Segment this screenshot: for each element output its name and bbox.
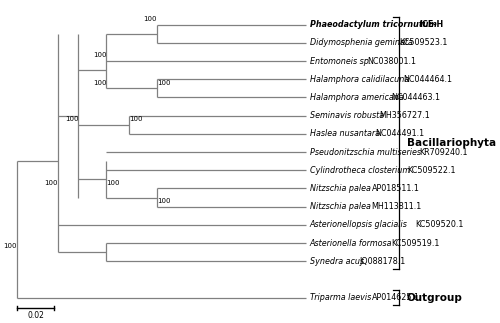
Text: Seminavis robusta: Seminavis robusta (310, 111, 384, 120)
Text: Bacillariophyta: Bacillariophyta (406, 138, 496, 148)
Text: 100: 100 (144, 16, 157, 22)
Text: Asterionellopsis glacialis: Asterionellopsis glacialis (310, 220, 408, 229)
Text: 100: 100 (93, 52, 106, 58)
Text: Triparma laevis: Triparma laevis (310, 293, 371, 302)
Text: KC509522.1: KC509522.1 (408, 166, 456, 175)
Text: Cylindrotheca closterium: Cylindrotheca closterium (310, 166, 410, 175)
Text: KC509523.1: KC509523.1 (400, 38, 448, 47)
Text: Synedra acus: Synedra acus (310, 257, 364, 266)
Text: JQ088178.1: JQ088178.1 (360, 257, 406, 266)
Text: Asterionella formosa: Asterionella formosa (310, 239, 392, 247)
Text: NC044464.1: NC044464.1 (404, 75, 452, 84)
Text: Didymosphenia geminata: Didymosphenia geminata (310, 38, 412, 47)
Text: Phaeodactylum tricornutum: Phaeodactylum tricornutum (310, 20, 436, 29)
Text: Halamphora americana: Halamphora americana (310, 93, 404, 102)
Text: 100: 100 (93, 79, 106, 86)
Text: NC044463.1: NC044463.1 (392, 93, 440, 102)
Text: Haslea nusantara: Haslea nusantara (310, 129, 380, 138)
Text: 0.02: 0.02 (27, 311, 44, 320)
Text: KR709240.1: KR709240.1 (420, 148, 468, 157)
Text: 100: 100 (44, 180, 58, 186)
Text: KC509519.1: KC509519.1 (392, 239, 440, 247)
Text: ICE-H: ICE-H (420, 20, 444, 29)
Text: KC509520.1: KC509520.1 (416, 220, 464, 229)
Text: Pseudonitzschia multiseries: Pseudonitzschia multiseries (310, 148, 420, 157)
Text: MH356727.1: MH356727.1 (380, 111, 430, 120)
Text: 100: 100 (106, 180, 120, 186)
Text: AP014625.1: AP014625.1 (372, 293, 420, 302)
Text: 100: 100 (65, 116, 78, 122)
Text: Outgroup: Outgroup (406, 293, 463, 303)
Text: NC038001.1: NC038001.1 (368, 57, 416, 66)
Text: Entomoneis sp.: Entomoneis sp. (310, 57, 371, 66)
Text: NC044491.1: NC044491.1 (376, 129, 424, 138)
Text: Nitzschia palea: Nitzschia palea (310, 184, 370, 193)
Text: 100: 100 (157, 79, 170, 86)
Text: AP018511.1: AP018511.1 (372, 184, 420, 193)
Text: 100: 100 (129, 116, 142, 122)
Text: 100: 100 (157, 198, 170, 204)
Text: 100: 100 (4, 244, 17, 249)
Text: Nitzschia palea: Nitzschia palea (310, 202, 370, 211)
Text: MH113811.1: MH113811.1 (372, 202, 422, 211)
Text: Halamphora calidilacuna: Halamphora calidilacuna (310, 75, 409, 84)
